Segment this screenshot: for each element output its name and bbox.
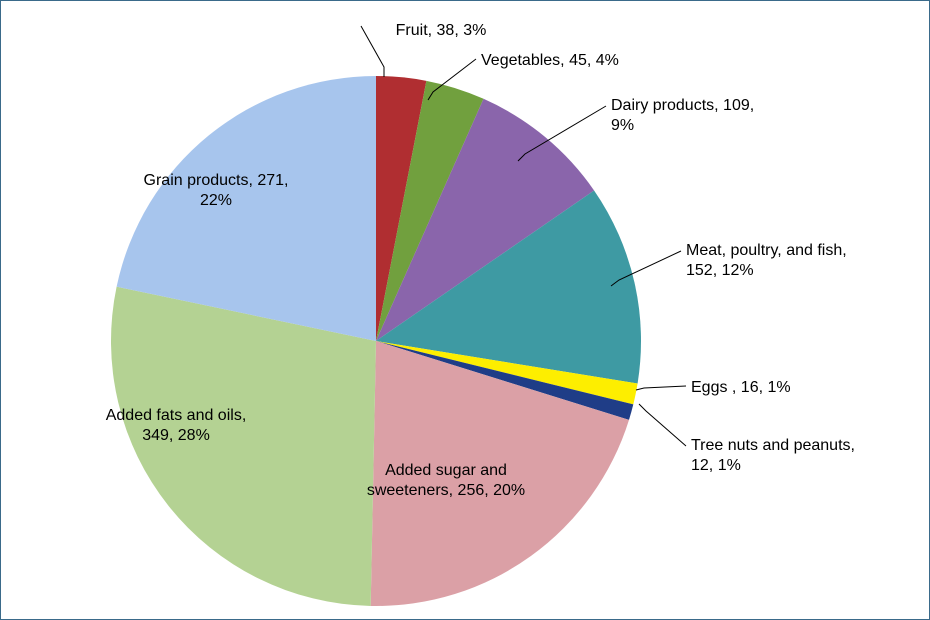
slice-label: Meat, poultry, and fish, 152, 12% — [686, 241, 886, 281]
slice-label: Tree nuts and peanuts, 12, 1% — [691, 436, 891, 476]
slice-label: Added sugar and sweeteners, 256, 20% — [346, 461, 546, 501]
slice-label: Added fats and oils, 349, 28% — [76, 406, 276, 446]
leader-line — [636, 386, 686, 390]
pie-chart-container: Fruit, 38, 3% Vegetables, 45, 4% Dairy pro… — [0, 0, 930, 620]
leader-line — [639, 404, 686, 446]
slice-label: Dairy products, 109, 9% — [611, 96, 791, 136]
slice-label: Vegetables, 45, 4% — [481, 51, 651, 71]
pie-chart-svg — [1, 1, 929, 619]
leader-line — [361, 26, 384, 77]
slice-label: Eggs , 16, 1% — [691, 378, 821, 398]
slice-label: Fruit, 38, 3% — [386, 21, 496, 41]
pie-slice — [111, 287, 376, 606]
slice-label: Grain products, 271, 22% — [116, 171, 316, 211]
